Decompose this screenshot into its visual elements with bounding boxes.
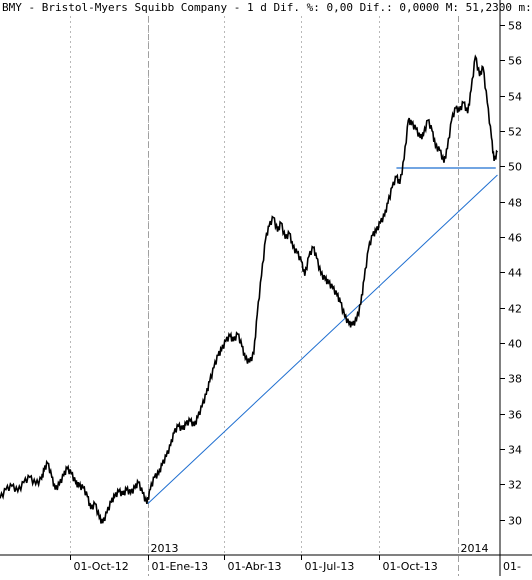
y-tick-label: 30 [508, 515, 522, 528]
y-tick-label: 50 [508, 161, 522, 174]
year-label: 2013 [151, 542, 179, 555]
x-tick-label: 01-Oct-12 [74, 560, 129, 573]
y-tick-label: 46 [508, 232, 522, 245]
x-axis: 01-Oct-12 01-Ene-13 01-Abr-13 01-Jul-13 01-O… [70, 542, 521, 573]
y-tick-label: 48 [508, 197, 522, 210]
support-trendline [147, 174, 498, 505]
y-tick-label: 32 [508, 479, 522, 492]
y-tick-label: 44 [508, 267, 522, 280]
x-tick-label: 01-Ene-13 [152, 560, 209, 573]
y-tick-label: 40 [508, 338, 522, 351]
y-tick-label: 56 [508, 55, 522, 68]
x-tick-label-clipped: 01- [503, 560, 521, 573]
y-tick-label: 54 [508, 91, 522, 104]
x-tick-label: 01-Oct-13 [383, 560, 438, 573]
trend-annotations [147, 167, 498, 505]
price-line [0, 54, 499, 524]
y-tick-label: 34 [508, 444, 522, 457]
x-tick-label: 01-Abr-13 [228, 560, 282, 573]
chart-title: BMY - Bristol-Myers Squibb Company - 1 d… [2, 1, 532, 14]
y-tick-label: 38 [508, 373, 522, 386]
y-tick-label: 52 [508, 126, 522, 139]
x-tick-label: 01-Jul-13 [305, 560, 355, 573]
price-series [0, 54, 499, 524]
y-tick-label: 36 [508, 409, 522, 422]
y-axis: 30 32 34 36 38 40 42 44 46 48 50 52 54 56 58 [500, 20, 522, 528]
year-label: 2014 [461, 542, 489, 555]
y-tick-label: 58 [508, 20, 522, 33]
y-tick-label: 42 [508, 303, 522, 316]
